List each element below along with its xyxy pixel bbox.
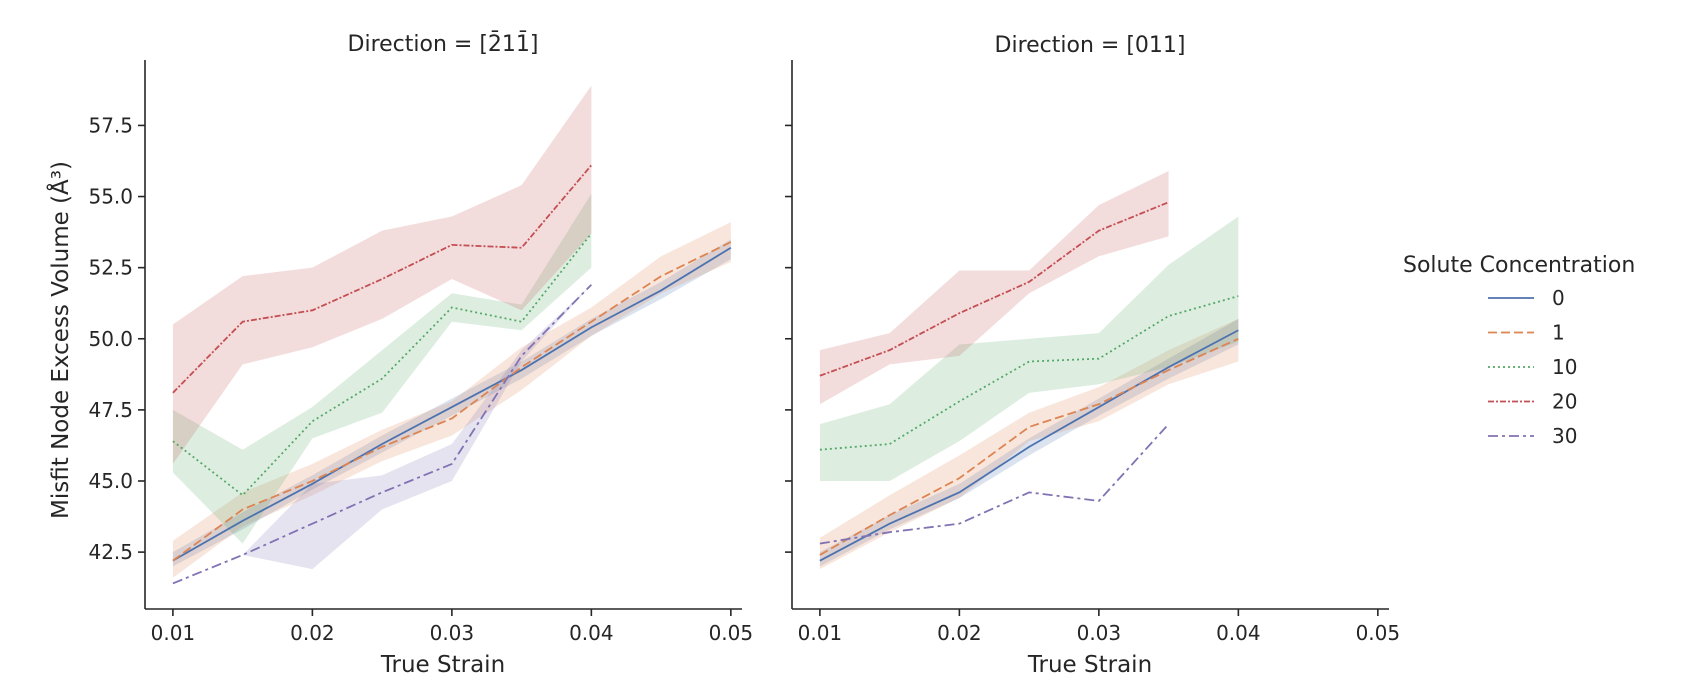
confidence-band-10 [819,216,1239,481]
legend-entries: 0 1 10 20 30 [1488,286,1577,448]
legend-label-10: 10 [1552,355,1577,379]
series-lines [172,164,732,585]
x-tick-label: 0.02 [290,621,335,645]
x-tick-label: 0.04 [569,621,614,645]
y-tick-label: 57.5 [88,113,133,137]
y-axis-title: Misfit Node Excess Volume (Å³) [46,161,74,519]
y-tick-label: 47.5 [88,398,133,422]
legend-label-30: 30 [1552,424,1577,448]
x-tick-label: 0.03 [430,621,475,645]
y-axis-ticks: 42.5 45.0 47.5 50.0 52.5 55.0 57.5 [88,113,145,564]
x-axis-ticks: 0.01 0.02 0.03 0.04 0.05 [798,609,1400,645]
x-axis-title: True Strain [1027,652,1152,678]
series-line-1 [172,241,732,562]
legend: Solute Concentration 0 1 10 20 30 [1403,253,1635,448]
panel-title: Direction = [011] [995,33,1186,58]
x-tick-label: 0.05 [709,621,754,645]
confidence-bands [819,170,1239,570]
y-tick-label: 42.5 [88,540,133,564]
series-line-1 [819,337,1239,556]
legend-label-0: 0 [1552,286,1565,310]
x-tick-label: 0.01 [798,621,843,645]
x-tick-label: 0.02 [937,621,982,645]
confidence-band-20 [172,85,592,464]
panel-direction-011: Direction = [011] 0.01 0.02 0.03 0.04 0.05 T… [785,33,1400,678]
series-line-30 [819,423,1170,545]
series-lines [819,201,1239,562]
x-tick-label: 0.05 [1356,621,1401,645]
confidence-band-0 [819,318,1239,567]
legend-label-20: 20 [1552,390,1577,414]
x-axis-title: True Strain [380,652,505,678]
y-tick-label: 55.0 [88,185,133,209]
y-tick-label: 50.0 [88,327,133,351]
confidence-band-1 [819,318,1239,570]
confidence-band-1 [172,222,731,578]
panel-title: Direction = [2̄11̄] [348,31,539,57]
x-axis-ticks: 0.01 0.02 0.03 0.04 0.05 [151,609,753,645]
series-line-10 [172,232,593,497]
legend-label-1: 1 [1552,321,1565,345]
confidence-band-20 [819,170,1169,405]
panel-direction-211: Direction = [2̄11̄] 0.01 0.02 0.03 0.04 0.05… [88,31,753,678]
x-tick-label: 0.04 [1216,621,1261,645]
x-tick-label: 0.01 [151,621,196,645]
confidence-band-10 [172,193,592,544]
series-line-0 [172,246,732,562]
legend-title: Solute Concentration [1403,253,1635,278]
y-axis-ticks [785,124,792,553]
y-tick-label: 45.0 [88,469,133,493]
series-line-20 [819,201,1169,377]
series-line-0 [819,329,1239,562]
x-tick-label: 0.03 [1077,621,1122,645]
y-tick-label: 52.5 [88,256,133,280]
series-line-20 [172,164,593,394]
confidence-bands [172,85,731,584]
